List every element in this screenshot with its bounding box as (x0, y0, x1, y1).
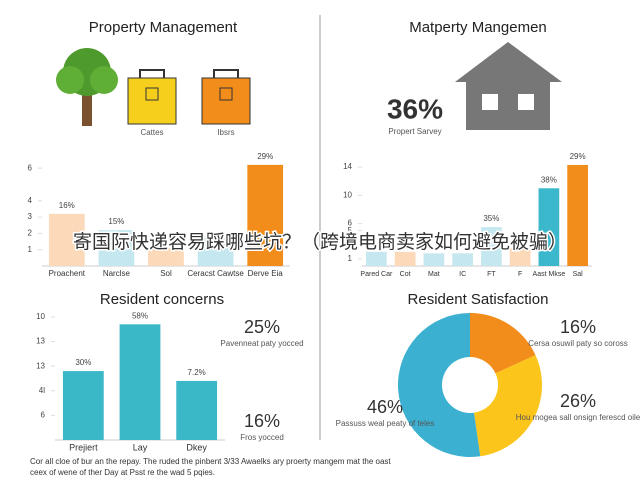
value-label: 58% (132, 311, 148, 320)
value-label: 16% (560, 317, 596, 337)
y-tick-label: 1 (348, 254, 353, 263)
value-label: 35% (483, 214, 499, 223)
bar (148, 248, 184, 266)
bar (538, 188, 560, 266)
bar (247, 164, 284, 266)
y-tick-label: 13 (36, 361, 45, 370)
charts: 1 2 3 4 6 16% Proachent 15% Narclse Sol Ceracst Ca… (28, 152, 640, 458)
x-tick-label: Narclse (103, 269, 131, 278)
bar (452, 253, 473, 266)
y-tick-label: 6 (41, 410, 46, 419)
x-tick-label: Lay (133, 442, 148, 452)
footer: ceex of wene of ther Day at Psst re the … (30, 468, 215, 477)
bar (509, 248, 531, 266)
bar (567, 164, 588, 266)
x-tick-label: FT (487, 271, 496, 278)
bar (481, 227, 502, 266)
annotation-value: 16% (244, 411, 280, 431)
x-tick-label: Dkey (186, 442, 207, 452)
y-tick-label: 13 (36, 337, 45, 346)
bag-icon (127, 69, 177, 125)
bar (98, 230, 135, 266)
x-tick-label: Ceracst Cawtse (187, 269, 244, 278)
panel-title: Property Management (89, 19, 238, 36)
y-tick-label: 14 (343, 162, 352, 171)
value-label: 38% (541, 175, 557, 184)
panel-title: Matperty Mangemen (409, 19, 547, 36)
value-label: 26% (560, 391, 596, 411)
slice-caption: Hou mogea sall onsign ferescd oile (516, 413, 640, 422)
stat: 36% (387, 93, 443, 124)
bar (366, 251, 387, 266)
x-tick-label: Mat (428, 271, 440, 278)
bar (394, 251, 416, 266)
bar (48, 213, 85, 266)
value-label: 29% (257, 152, 273, 161)
bar (62, 371, 104, 440)
x-tick-label: Aast Mkse (533, 271, 566, 278)
chart-title: Resident Satisfaction (408, 291, 549, 308)
x-tick-label: IC (459, 271, 466, 278)
y-tick-label: 1 (28, 245, 33, 254)
stat-caption: Propert Sarvey (388, 127, 441, 136)
pie-slice (470, 313, 536, 374)
slice-caption: Passuss weal peaty of teles (336, 419, 435, 428)
bag-icon (201, 69, 251, 125)
y-tick-label: 3 (28, 212, 33, 221)
slice-caption: Cersa osuwil paty so coross (528, 339, 628, 348)
annotation-text: Pavenneat paty yocced (220, 339, 303, 348)
bar (197, 238, 234, 266)
x-tick-label: Pared Car (360, 271, 393, 278)
icon-label: Ibsrs (217, 128, 234, 137)
pie-slice (473, 355, 543, 457)
house-icon (455, 42, 562, 130)
x-tick-label: Prejiert (69, 442, 98, 452)
y-tick-label: 10 (36, 312, 45, 321)
bar (423, 253, 445, 266)
bar (176, 380, 218, 440)
value-label: 29% (570, 152, 586, 161)
x-tick-label: Sal (573, 271, 584, 278)
y-tick-label: 10 (343, 190, 352, 199)
x-tick-label: F (518, 271, 522, 278)
footer: Cor all cloe of bur an the repay. The ru… (30, 457, 391, 466)
x-tick-label: Sol (160, 269, 172, 278)
value-label: 15% (108, 217, 124, 226)
overlay-text: 寄国际快递容易踩哪些坑？（跨境电商卖家如何避免被骗） (73, 231, 567, 253)
value-label: 46% (367, 397, 403, 417)
y-tick-label: 6 (348, 219, 353, 228)
pie-slice (398, 313, 481, 458)
chart-title: Resident concerns (100, 291, 224, 308)
x-tick-label: Proachent (49, 269, 86, 278)
y-tick-label: 4l (39, 386, 45, 395)
value-label: 7.2% (188, 368, 206, 377)
y-tick-label: 4 (28, 196, 33, 205)
x-tick-label: Derve Eia (248, 269, 284, 278)
y-tick-label: 6 (28, 163, 33, 172)
y-tick-label: 5 (348, 226, 353, 235)
tree-icon (56, 48, 118, 126)
annotation-text: Fros yocced (240, 433, 284, 442)
bar (119, 324, 161, 440)
value-label: 30% (75, 358, 91, 367)
y-tick-label: 2 (28, 228, 33, 237)
icon-label: Cattes (140, 128, 163, 137)
x-tick-label: Cot (400, 271, 411, 278)
value-label: 16% (59, 201, 75, 210)
annotation-value: 25% (244, 317, 280, 337)
